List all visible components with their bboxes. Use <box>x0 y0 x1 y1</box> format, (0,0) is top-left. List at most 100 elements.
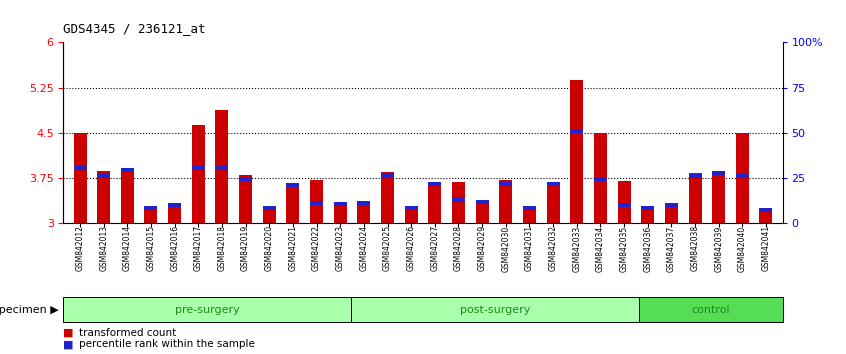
Text: GSM842028: GSM842028 <box>454 225 463 271</box>
Bar <box>428 182 442 223</box>
Bar <box>381 174 394 178</box>
Bar <box>499 180 513 223</box>
Bar <box>74 166 86 170</box>
Bar <box>594 133 607 223</box>
Bar <box>712 171 725 223</box>
Text: post-surgery: post-surgery <box>459 305 530 315</box>
Text: GSM842029: GSM842029 <box>478 225 486 272</box>
Text: GSM842041: GSM842041 <box>761 225 771 272</box>
Bar <box>404 206 418 210</box>
Bar <box>310 201 323 205</box>
Bar <box>475 202 489 223</box>
Bar <box>97 174 110 178</box>
Text: GSM842032: GSM842032 <box>548 225 558 272</box>
Bar <box>523 206 536 210</box>
Bar <box>145 206 157 210</box>
Bar <box>351 297 639 322</box>
Bar <box>216 110 228 223</box>
Bar <box>263 206 276 210</box>
Bar <box>736 133 749 223</box>
Text: GSM842038: GSM842038 <box>690 225 700 272</box>
Bar <box>547 182 559 223</box>
Text: GSM842027: GSM842027 <box>431 225 439 272</box>
Text: GDS4345 / 236121_at: GDS4345 / 236121_at <box>63 22 206 35</box>
Bar <box>239 177 252 181</box>
Bar <box>239 175 252 223</box>
Bar <box>381 172 394 223</box>
Text: percentile rank within the sample: percentile rank within the sample <box>79 339 255 349</box>
Text: GSM842040: GSM842040 <box>738 225 747 272</box>
Bar <box>263 210 276 223</box>
Bar <box>547 182 559 186</box>
Bar <box>641 206 654 210</box>
Bar <box>192 166 205 170</box>
Bar <box>523 208 536 223</box>
Text: GSM842023: GSM842023 <box>336 225 344 272</box>
Text: GSM842020: GSM842020 <box>265 225 274 272</box>
Bar <box>760 208 772 212</box>
Bar <box>97 171 110 223</box>
Bar <box>618 181 630 223</box>
Bar <box>287 183 299 187</box>
Text: GSM842021: GSM842021 <box>288 225 298 271</box>
Bar <box>333 205 347 223</box>
Bar <box>736 174 749 178</box>
Text: GSM842033: GSM842033 <box>572 225 581 272</box>
Bar <box>452 198 465 202</box>
Text: GSM842039: GSM842039 <box>714 225 723 272</box>
Bar <box>499 182 513 186</box>
Text: ■: ■ <box>63 339 74 349</box>
Bar <box>639 297 783 322</box>
Bar <box>570 80 583 223</box>
Text: GSM842019: GSM842019 <box>241 225 250 272</box>
Bar <box>404 210 418 223</box>
Bar <box>357 201 371 205</box>
Bar <box>168 203 181 207</box>
Bar <box>333 202 347 206</box>
Bar <box>168 207 181 223</box>
Bar <box>63 297 351 322</box>
Bar <box>192 125 205 223</box>
Text: GSM842030: GSM842030 <box>502 225 510 272</box>
Bar <box>452 182 465 223</box>
Bar <box>74 133 86 223</box>
Bar <box>641 208 654 223</box>
Text: GSM842017: GSM842017 <box>194 225 203 272</box>
Text: GSM842025: GSM842025 <box>383 225 392 272</box>
Text: transformed count: transformed count <box>79 328 176 338</box>
Text: GSM842024: GSM842024 <box>360 225 368 272</box>
Text: GSM842036: GSM842036 <box>643 225 652 272</box>
Bar <box>357 204 371 223</box>
Bar <box>760 211 772 223</box>
Bar <box>428 182 442 186</box>
Bar <box>121 168 134 172</box>
Bar <box>712 171 725 175</box>
Text: GSM842014: GSM842014 <box>123 225 132 272</box>
Text: GSM842018: GSM842018 <box>217 225 227 271</box>
Bar <box>665 203 678 207</box>
Bar <box>287 184 299 223</box>
Text: GSM842015: GSM842015 <box>146 225 156 272</box>
Bar <box>594 177 607 181</box>
Bar <box>570 129 583 133</box>
Bar <box>665 205 678 223</box>
Text: control: control <box>691 305 730 315</box>
Text: GSM842016: GSM842016 <box>170 225 179 272</box>
Bar <box>216 166 228 170</box>
Bar <box>475 200 489 204</box>
Bar <box>689 174 701 178</box>
Text: GSM842037: GSM842037 <box>667 225 676 272</box>
Text: GSM842035: GSM842035 <box>619 225 629 272</box>
Text: GSM842013: GSM842013 <box>99 225 108 272</box>
Text: GSM842026: GSM842026 <box>407 225 415 272</box>
Text: GSM842031: GSM842031 <box>525 225 534 272</box>
Bar <box>618 203 630 207</box>
Text: GSM842034: GSM842034 <box>596 225 605 272</box>
Text: pre-surgery: pre-surgery <box>175 305 239 315</box>
Text: GSM842012: GSM842012 <box>75 225 85 271</box>
Bar <box>121 169 134 223</box>
Bar <box>145 210 157 223</box>
Bar <box>689 173 701 223</box>
Text: ■: ■ <box>63 328 74 338</box>
Text: specimen ▶: specimen ▶ <box>0 305 59 315</box>
